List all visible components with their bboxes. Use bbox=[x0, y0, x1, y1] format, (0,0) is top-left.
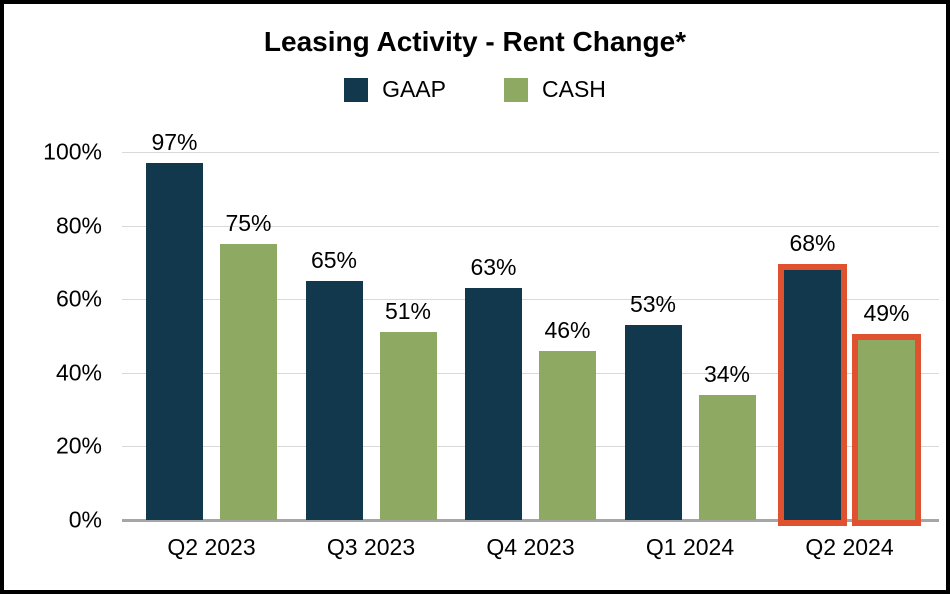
bar-gaap-q4-2023: 63% bbox=[465, 254, 522, 520]
bar-value-label-gaap-q4-2023: 63% bbox=[470, 254, 517, 281]
bar-value-label-gaap-q2-2023: 97% bbox=[151, 129, 198, 156]
bar-cash-q2-2023: 75% bbox=[220, 210, 277, 520]
legend-item-gaap: GAAP bbox=[344, 76, 446, 103]
bar-group-q3-2023: 65% 51% Q3 2023 bbox=[305, 247, 437, 560]
bar-value-label-cash-q1-2024: 34% bbox=[703, 360, 751, 387]
bar-value-label-cash-q2-2024: 49% bbox=[863, 299, 910, 326]
bar-group-q1-2024: 53% 34% Q1 2024 bbox=[624, 291, 756, 560]
x-axis-label-q4-2023: Q4 2023 bbox=[486, 534, 575, 560]
legend-label-gaap: GAAP bbox=[382, 76, 446, 102]
bar-gaap-q2-2023: 97% bbox=[146, 129, 203, 520]
x-axis-label-q2-2024: Q2 2024 bbox=[805, 534, 894, 560]
bar-gaap-q2-2024: 68% bbox=[778, 230, 847, 527]
y-tick-label-40: 40% bbox=[55, 359, 102, 386]
chart-title: Leasing Activity - Rent Change* bbox=[263, 26, 687, 57]
x-axis-label-q1-2024: Q1 2024 bbox=[645, 534, 735, 560]
legend-item-cash: CASH bbox=[504, 76, 606, 103]
bar-value-label-gaap-q2-2024: 68% bbox=[789, 229, 836, 256]
legend: GAAP CASH bbox=[4, 76, 946, 103]
gridline-60 bbox=[122, 299, 939, 301]
bar-value-label-gaap-q3-2023: 65% bbox=[310, 246, 358, 273]
y-tick-label-60: 60% bbox=[55, 285, 102, 312]
bar-gaap-q1-2024: 53% bbox=[624, 291, 682, 520]
gridline-20 bbox=[122, 446, 939, 448]
plot-area: 97% 75% Q2 2023 65% 51% Q3 2023 63% 46% Q4 2023 5… bbox=[122, 129, 939, 560]
bar-group-q4-2023: 63% 46% Q4 2023 bbox=[465, 254, 596, 560]
y-tick-label-20: 20% bbox=[55, 432, 102, 459]
x-axis-baseline bbox=[122, 519, 939, 522]
bar-group-q2-2023: 97% 75% Q2 2023 bbox=[146, 129, 277, 560]
bar-value-label-cash-q2-2023: 75% bbox=[225, 210, 272, 236]
legend-label-cash: CASH bbox=[542, 76, 606, 102]
bar-gaap-q3-2023: 65% bbox=[305, 247, 363, 520]
x-axis-label-q3-2023: Q3 2023 bbox=[326, 534, 416, 560]
gridline-80 bbox=[122, 225, 939, 227]
bar-cash-q1-2024: 34% bbox=[698, 361, 756, 520]
y-axis: 0% 20% 40% 60% 80% 100% bbox=[4, 4, 110, 590]
bar-cash-q4-2023: 46% bbox=[539, 317, 596, 520]
bar-cash-q3-2023: 51% bbox=[379, 298, 437, 520]
bar-value-label-cash-q3-2023: 51% bbox=[384, 298, 432, 325]
bar-value-label-cash-q4-2023: 46% bbox=[544, 316, 591, 343]
x-axis-label-q2-2023: Q2 2023 bbox=[167, 534, 256, 560]
bar-cash-q2-2024: 49% bbox=[852, 300, 921, 527]
cash-swatch-icon bbox=[504, 77, 528, 102]
y-tick-label-100: 100% bbox=[43, 138, 102, 165]
gridline-100 bbox=[122, 152, 939, 153]
y-tick-label-0: 0% bbox=[68, 506, 102, 533]
gaap-swatch-icon bbox=[344, 77, 369, 102]
gridline-40 bbox=[122, 372, 939, 374]
bar-group-q2-2024: 68% 49% Q2 2024 bbox=[778, 230, 921, 560]
grid-layer bbox=[122, 4, 939, 590]
bar-value-label-gaap-q1-2024: 53% bbox=[629, 290, 677, 317]
y-tick-label-80: 80% bbox=[55, 212, 102, 239]
